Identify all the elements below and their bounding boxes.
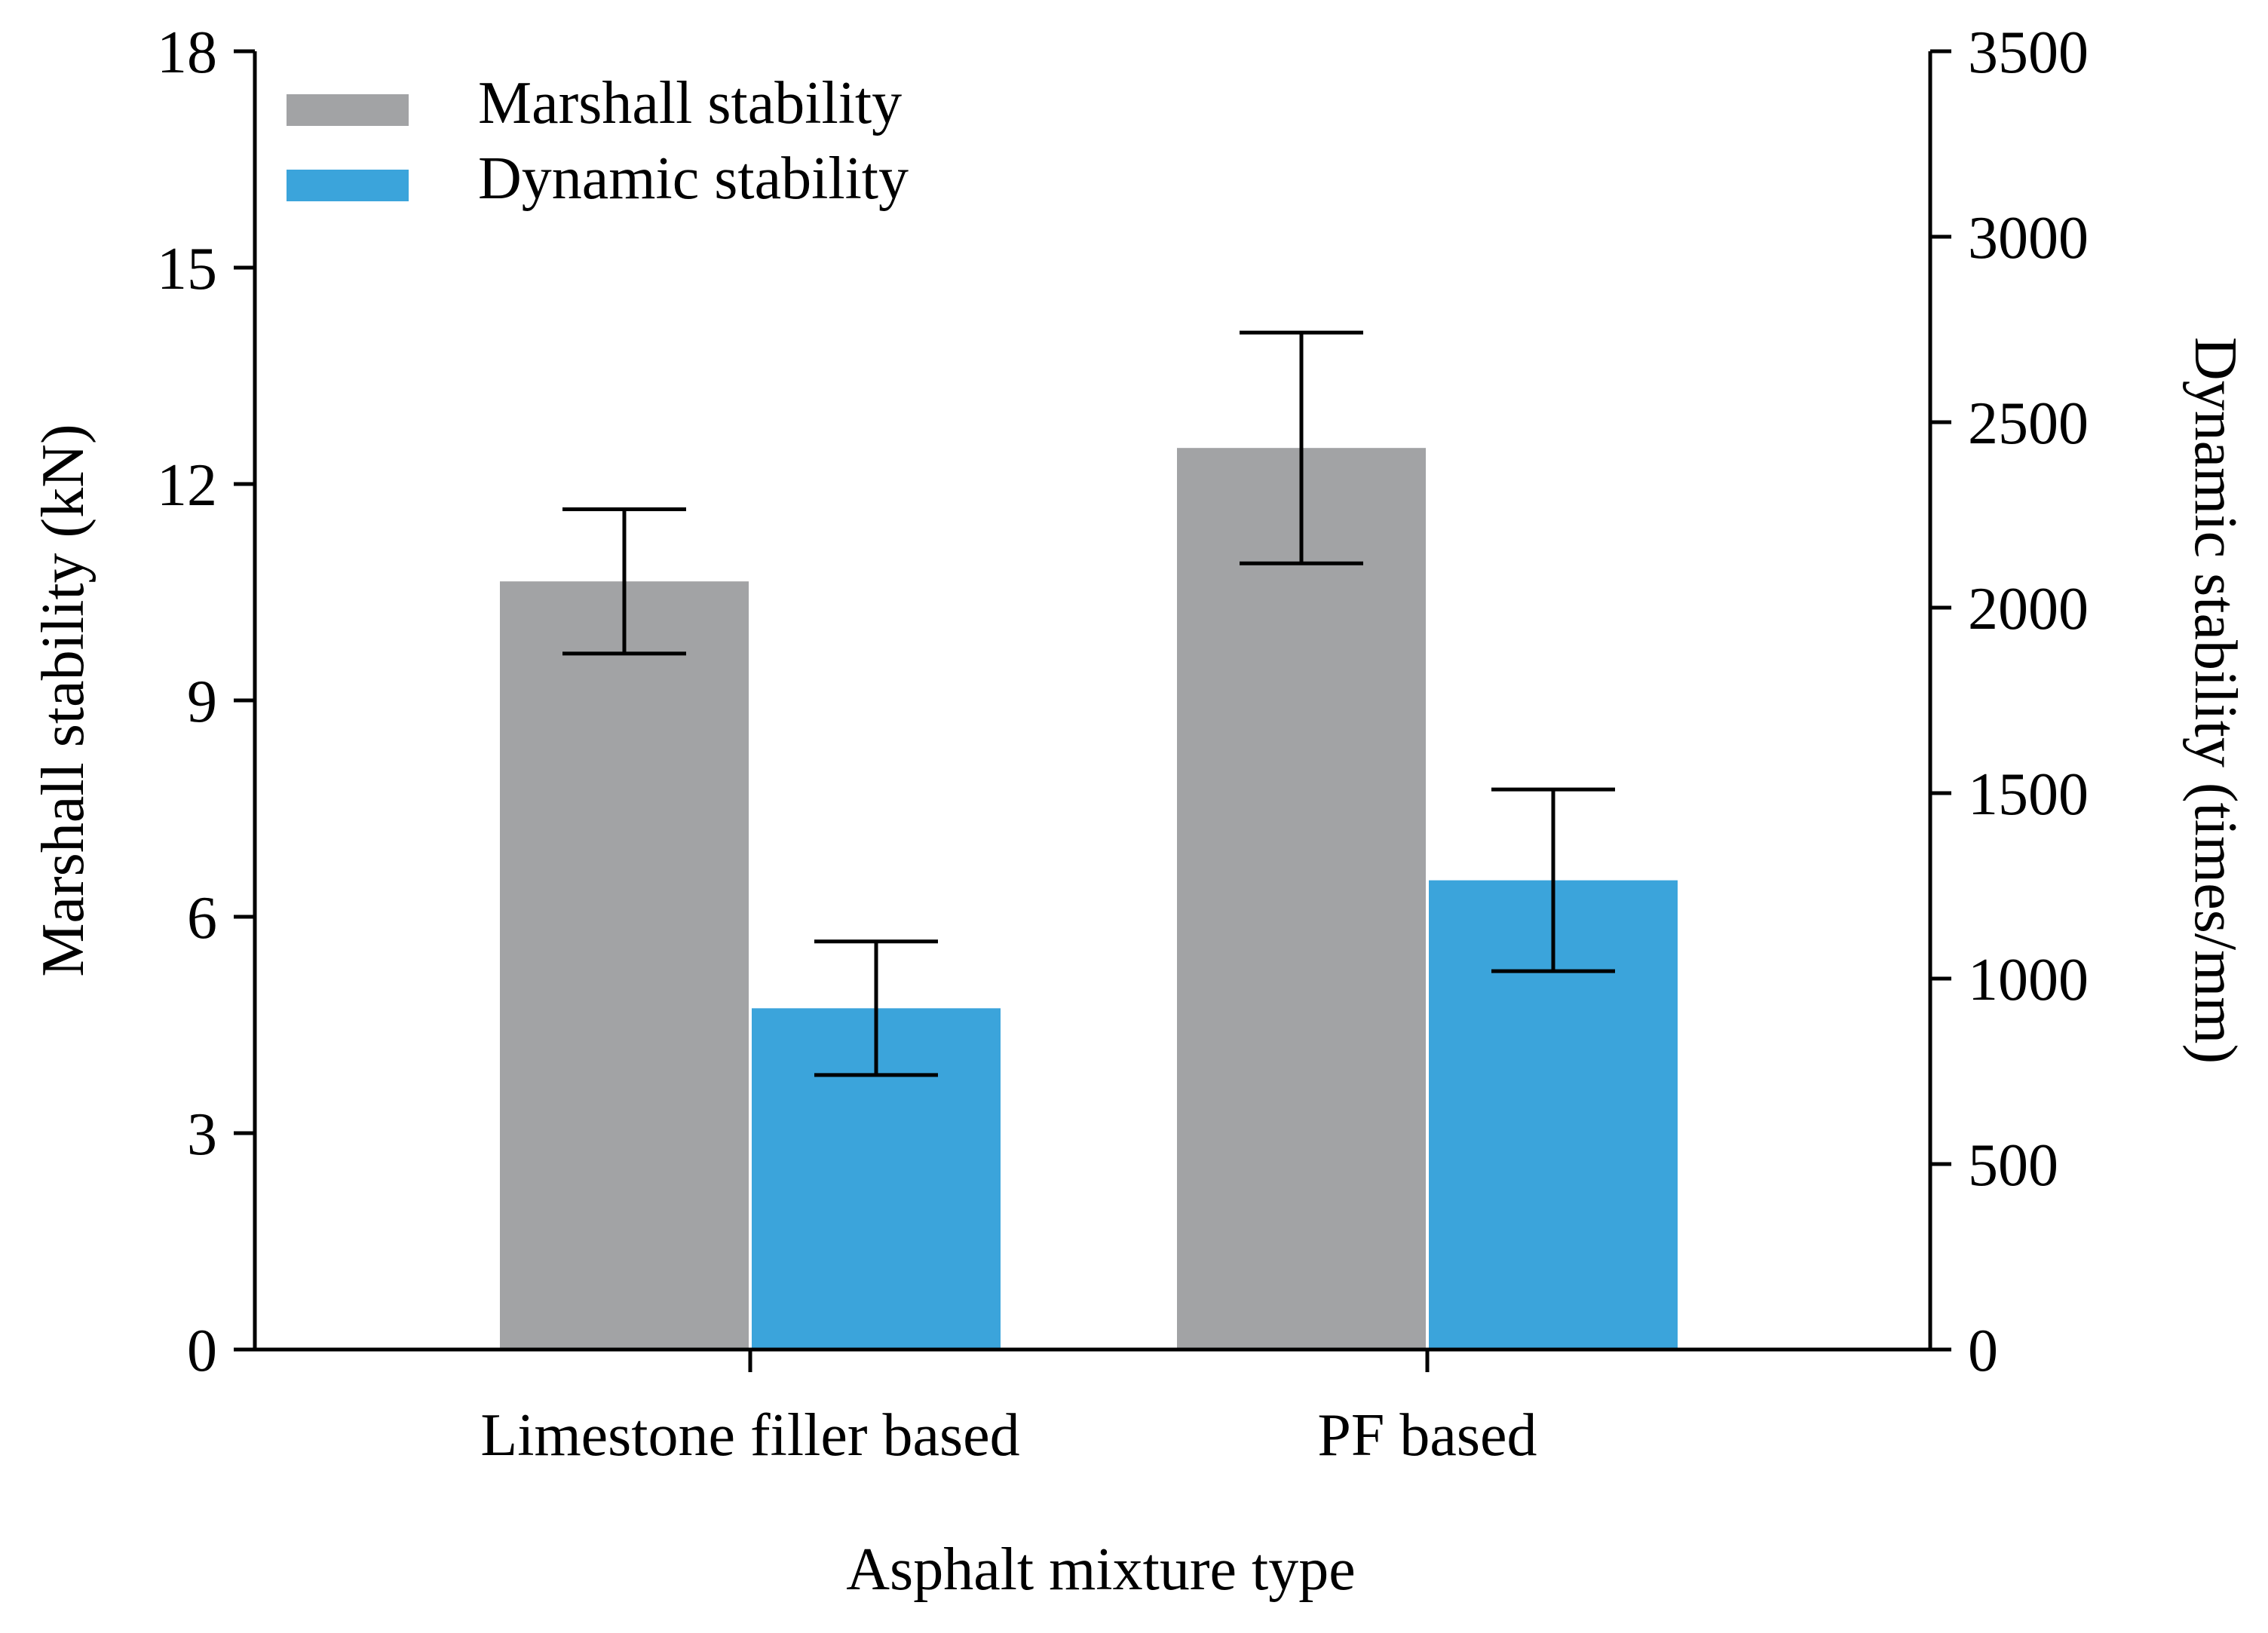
legend-label-marshall: Marshall stability <box>478 70 902 136</box>
bar-marshall-0 <box>500 581 749 1350</box>
y-axis-right-title: Dynamic stability (times/mm) <box>2182 337 2248 1064</box>
x-axis-title: Asphalt mixture type <box>846 1536 1355 1603</box>
right-tick-label: 1500 <box>1968 761 2089 828</box>
right-tick-label: 1000 <box>1968 947 2089 1013</box>
x-axis-ticks: Limestone filler based PF based <box>480 1350 1537 1469</box>
left-tick-label: 18 <box>157 20 217 86</box>
left-tick-label: 15 <box>157 236 217 302</box>
y-axis-left-title: Marshall stability (kN) <box>30 424 97 976</box>
right-tick-label: 3000 <box>1968 205 2089 271</box>
left-tick-label: 9 <box>187 669 217 735</box>
x-tick-label: PF based <box>1317 1402 1537 1469</box>
legend: Marshall stability Dynamic stability <box>287 70 909 212</box>
left-tick-label: 6 <box>187 885 217 951</box>
error-bars-layer <box>562 330 1615 1077</box>
bar-marshall-1 <box>1177 448 1426 1350</box>
right-tick-label: 3500 <box>1968 20 2089 86</box>
right-tick-label: 0 <box>1968 1318 1998 1384</box>
left-tick-label: 0 <box>187 1318 217 1384</box>
right-tick-label: 2000 <box>1968 576 2089 642</box>
bars-layer <box>500 448 1678 1350</box>
legend-swatch-dynamic <box>287 170 409 201</box>
left-tick-label: 3 <box>187 1101 217 1168</box>
legend-label-dynamic: Dynamic stability <box>478 146 909 212</box>
right-axis-ticks: 0 500 1000 1500 2000 2500 3000 3500 <box>1930 20 2089 1384</box>
right-tick-label: 2500 <box>1968 391 2089 457</box>
right-tick-label: 500 <box>1968 1132 2058 1199</box>
left-axis-ticks: 0 3 6 9 12 15 18 <box>157 20 255 1384</box>
legend-swatch-marshall <box>287 94 409 126</box>
x-tick-label: Limestone filler based <box>480 1402 1019 1469</box>
left-tick-label: 12 <box>157 452 217 519</box>
